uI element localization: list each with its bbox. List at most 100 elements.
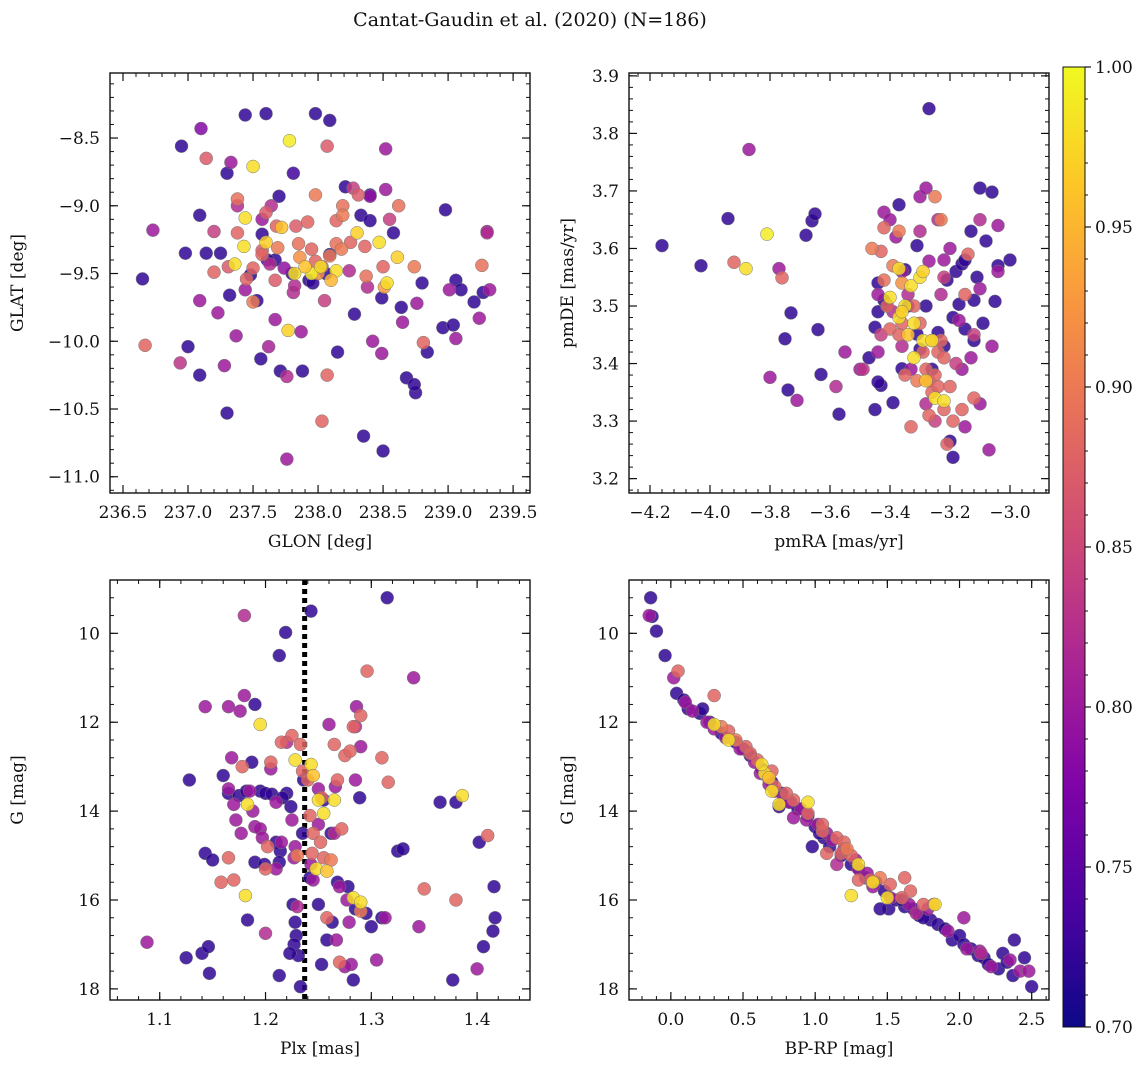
data-point [707, 688, 721, 703]
data-point [334, 822, 349, 836]
data-point [320, 911, 334, 925]
data-point [348, 773, 363, 787]
data-point [224, 751, 239, 765]
data-point [454, 283, 468, 297]
data-point [311, 897, 326, 912]
data-point [364, 919, 379, 934]
data-point [324, 273, 338, 288]
x-tick-label: −3.8 [749, 503, 790, 523]
x-tick-label: −3.0 [989, 503, 1030, 523]
data-point [320, 368, 334, 382]
data-point [415, 276, 429, 290]
data-point [202, 966, 217, 981]
data-point [138, 338, 152, 353]
data-point [248, 697, 262, 712]
data-point [311, 793, 326, 807]
x-tick-label: −3.2 [929, 503, 970, 523]
data-point [480, 226, 494, 240]
data-point [937, 270, 951, 284]
data-point [255, 247, 269, 262]
data-point [449, 893, 463, 907]
data-point [290, 848, 305, 863]
data-point [278, 625, 293, 640]
data-point [323, 113, 337, 128]
data-point [922, 408, 936, 423]
data-point [482, 283, 497, 297]
data-point [1022, 964, 1036, 978]
data-point [178, 246, 193, 260]
data-point [224, 155, 238, 170]
data-point [658, 648, 672, 663]
data-point [221, 782, 236, 796]
data-point [898, 368, 912, 382]
data-point [811, 322, 825, 337]
data-point [838, 345, 852, 359]
y-tick-label: 12 [78, 713, 100, 733]
y-tick-label: −10.5 [48, 400, 100, 420]
axes-frame [109, 579, 531, 1001]
data-point [805, 839, 820, 854]
data-point [851, 873, 866, 887]
plot-area [629, 73, 1049, 493]
y-tick-label: 3.5 [592, 297, 619, 317]
axes-frame [109, 72, 531, 494]
data-point [655, 238, 669, 253]
x-tick-label: 237.0 [164, 503, 213, 523]
data-point [217, 358, 232, 373]
data-point [330, 773, 345, 787]
y-tick-label: 3.4 [592, 355, 619, 375]
data-point [877, 221, 891, 235]
panels: 236.5 237.0 237.5 238.0 238.5 239.0 239.5 −8.5 −… [8, 67, 1050, 1059]
data-point [280, 369, 294, 384]
data-point [904, 279, 918, 293]
data-point [982, 443, 996, 457]
data-point [293, 979, 308, 994]
data-point [449, 331, 463, 346]
data-point [961, 247, 975, 261]
data-point [264, 755, 278, 769]
data-point [410, 296, 424, 311]
data-point [229, 329, 243, 343]
data-point [472, 311, 487, 325]
x-tick-label: 1.3 [358, 1010, 385, 1030]
data-point [272, 968, 287, 983]
data-point [378, 142, 393, 156]
data-point [254, 352, 268, 366]
data-point [332, 955, 347, 969]
data-point [928, 897, 942, 912]
data-point [283, 946, 297, 961]
data-point [467, 295, 481, 309]
x-tick-label: 237.5 [229, 503, 278, 523]
data-point [135, 272, 150, 286]
data-point [322, 717, 336, 732]
data-point [727, 255, 741, 270]
data-point [238, 888, 253, 903]
data-point [974, 946, 988, 961]
data-point [320, 139, 334, 153]
y-tick-label: 18 [597, 980, 619, 1000]
data-point [230, 226, 245, 240]
data-point [844, 888, 859, 903]
data-point [360, 664, 374, 678]
data-point [306, 768, 320, 783]
data-point [919, 374, 933, 388]
axes-frame [628, 72, 1050, 494]
data-point [973, 181, 987, 195]
y-axis-label: pmDE [mas/yr] [558, 218, 578, 348]
data-point [946, 414, 960, 428]
data-point [488, 911, 502, 925]
data-point [270, 241, 285, 255]
data-point [380, 591, 394, 605]
y-axis-label: G [mag] [558, 755, 578, 824]
y-tick-label: −9.5 [59, 265, 100, 285]
data-point [786, 811, 801, 825]
data-point [359, 269, 373, 283]
data-point [871, 345, 885, 359]
x-tick-label: −4.2 [629, 503, 670, 523]
data-point [438, 203, 453, 217]
data-point [396, 842, 410, 856]
data-point [363, 189, 377, 204]
figure-title: Cantat-Gaudin et al. (2020) (N=186) [353, 9, 707, 31]
data-point [814, 367, 828, 382]
